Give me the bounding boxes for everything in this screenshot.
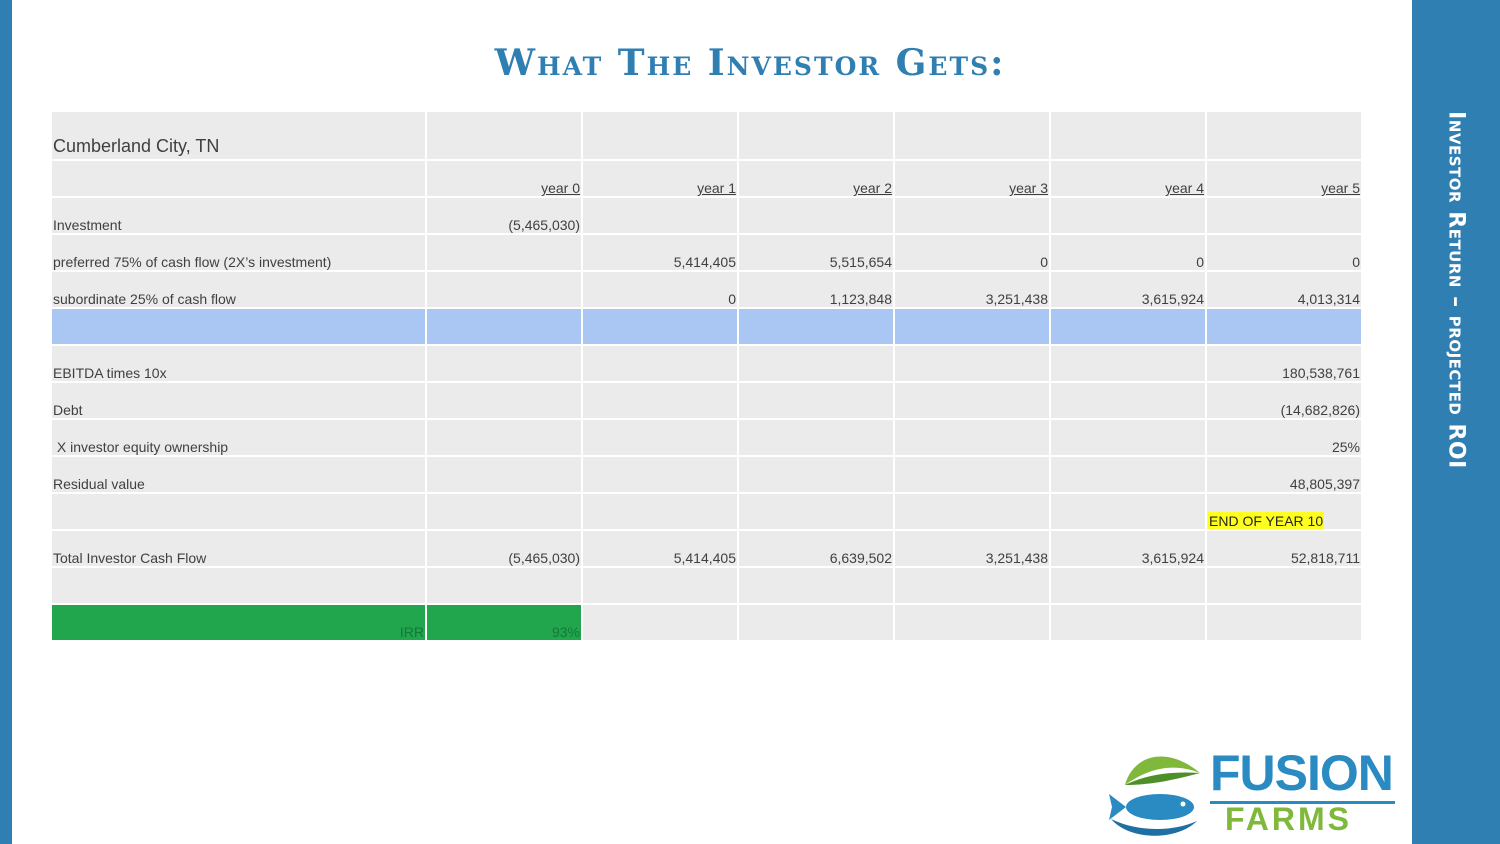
fish-leaf-icon [1109, 756, 1200, 836]
table-cell [425, 418, 583, 457]
table-cell [425, 344, 583, 383]
table-row-preferred: preferred 75% of cash flow (2X’s investm… [50, 233, 1363, 272]
row-label: preferred 75% of cash flow (2X’s investm… [50, 233, 427, 272]
table-cell [737, 455, 895, 494]
table-cell [893, 196, 1051, 235]
table-cell [893, 455, 1051, 494]
table-row-equity: X investor equity ownership 25% [50, 418, 1363, 457]
table-cell [893, 381, 1051, 420]
table-cell: 0 [893, 233, 1051, 272]
table-cell: 5,414,405 [581, 233, 739, 272]
table-cell [425, 455, 583, 494]
table-cell [581, 381, 739, 420]
table-row-debt: Debt (14,682,826) [50, 381, 1363, 420]
table-row-investment: Investment (5,465,030) [50, 196, 1363, 235]
table-cell [1205, 196, 1363, 235]
row-label: subordinate 25% of cash flow [50, 270, 427, 309]
irr-label: IRR [50, 603, 427, 642]
table-cell: 25% [1205, 418, 1363, 457]
row-label: Debt [50, 381, 427, 420]
table-cell [581, 455, 739, 494]
left-accent-bar [0, 0, 12, 844]
year-header: year 5 [1205, 159, 1363, 198]
table-cell: (5,465,030) [425, 196, 583, 235]
table-cell [425, 270, 583, 309]
table-cell: 3,615,924 [1049, 529, 1207, 568]
table-cell [737, 381, 895, 420]
table-cell: 5,414,405 [581, 529, 739, 568]
table-cell [737, 196, 895, 235]
year-header: year 2 [737, 159, 895, 198]
table-row-years: year 0 year 1 year 2 year 3 year 4 year … [50, 159, 1363, 198]
table-cell [1049, 196, 1207, 235]
table-cell [893, 344, 1051, 383]
table-cell: 0 [1205, 233, 1363, 272]
table-cell: (14,682,826) [1205, 381, 1363, 420]
year-header: year 4 [1049, 159, 1207, 198]
table-cell: 52,818,711 [1205, 529, 1363, 568]
logo-divider [1210, 801, 1395, 804]
table-row-total: Total Investor Cash Flow (5,465,030) 5,4… [50, 529, 1363, 568]
table-cell [581, 196, 739, 235]
table-cell [737, 344, 895, 383]
row-label: Residual value [50, 455, 427, 494]
table-cell: 3,251,438 [893, 529, 1051, 568]
table-cell: (5,465,030) [425, 529, 583, 568]
table-row-separator [50, 307, 1363, 346]
side-title: Investor Return – projected ROI [1443, 111, 1469, 469]
table-cell [1049, 418, 1207, 457]
logo-brand-bottom: FARMS [1225, 801, 1352, 837]
row-label: X investor equity ownership [50, 418, 427, 457]
row-label: Total Investor Cash Flow [50, 529, 427, 568]
table-cell [425, 381, 583, 420]
table-cell: 4,013,314 [1205, 270, 1363, 309]
investor-returns-table: Cumberland City, TN year 0 year 1 year 2… [50, 110, 1363, 642]
right-accent-bar [1412, 0, 1500, 844]
table-cell: 3,251,438 [893, 270, 1051, 309]
table-cell: 5,515,654 [737, 233, 895, 272]
table-cell: 0 [581, 270, 739, 309]
table-row-note: END OF YEAR 10 [50, 492, 1363, 531]
table-cell [1049, 381, 1207, 420]
table-row-location: Cumberland City, TN [50, 110, 1363, 161]
fusion-farms-logo: FUSION FARMS [1105, 745, 1400, 840]
table-cell: 6,639,502 [737, 529, 895, 568]
row-label: Investment [50, 196, 427, 235]
table-row-subordinate: subordinate 25% of cash flow 0 1,123,848… [50, 270, 1363, 309]
table-cell: 1,123,848 [737, 270, 895, 309]
table-cell [1049, 344, 1207, 383]
table-cell: 180,538,761 [1205, 344, 1363, 383]
table-row-residual: Residual value 48,805,397 [50, 455, 1363, 494]
table-cell [581, 418, 739, 457]
logo-brand-top: FUSION [1210, 745, 1394, 801]
table-cell: 48,805,397 [1205, 455, 1363, 494]
slide-title: What The Investor Gets: [494, 42, 1006, 84]
table-cell [893, 418, 1051, 457]
end-of-year-note: END OF YEAR 10 [1208, 512, 1325, 529]
table-cell [1049, 455, 1207, 494]
table-cell: 3,615,924 [1049, 270, 1207, 309]
table-row-irr: IRR 93% [50, 603, 1363, 642]
year-header: year 3 [893, 159, 1051, 198]
table-cell [581, 344, 739, 383]
year-header: year 0 [425, 159, 583, 198]
irr-value: 93% [425, 603, 583, 642]
table-cell [737, 418, 895, 457]
location-label: Cumberland City, TN [50, 110, 427, 161]
row-label: EBITDA times 10x [50, 344, 427, 383]
table-row-empty [50, 566, 1363, 605]
table-cell: 0 [1049, 233, 1207, 272]
table-row-ebitda: EBITDA times 10x 180,538,761 [50, 344, 1363, 383]
year-header: year 1 [581, 159, 739, 198]
table-cell [425, 233, 583, 272]
